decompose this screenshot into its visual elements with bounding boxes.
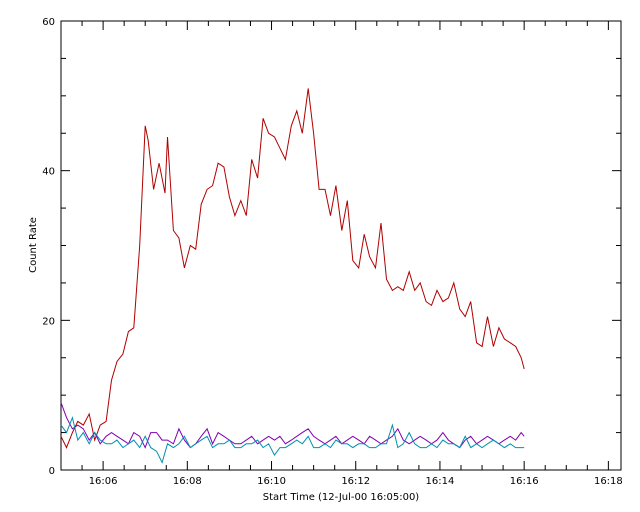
- x-tick-label: 16:10: [257, 476, 286, 487]
- y-tick-label: 0: [49, 466, 55, 477]
- axis-ticks: 16:06 16:08 16:10 16:12 16:14 16:16 16:18 0 20 40…: [42, 17, 623, 487]
- series-line-3: [60, 415, 525, 464]
- y-tick-label: 60: [42, 17, 55, 28]
- y-tick-label: 20: [42, 316, 55, 327]
- x-tick-label: 16:06: [89, 476, 118, 487]
- series-line-1: [60, 88, 525, 449]
- x-tick-label: 16:08: [173, 476, 202, 487]
- series-group: [60, 88, 525, 464]
- y-tick-label: 40: [42, 167, 55, 178]
- series-line-2: [60, 402, 525, 449]
- plot-frame: [60, 20, 622, 471]
- x-tick-label: 16:18: [594, 476, 623, 487]
- y-axis-label: Count Rate: [28, 217, 39, 273]
- x-tick-label: 16:16: [510, 476, 539, 487]
- x-tick-label: 16:14: [426, 476, 455, 487]
- x-axis-label: Start Time (12-Jul-00 16:05:00): [263, 492, 420, 503]
- x-tick-label: 16:12: [341, 476, 370, 487]
